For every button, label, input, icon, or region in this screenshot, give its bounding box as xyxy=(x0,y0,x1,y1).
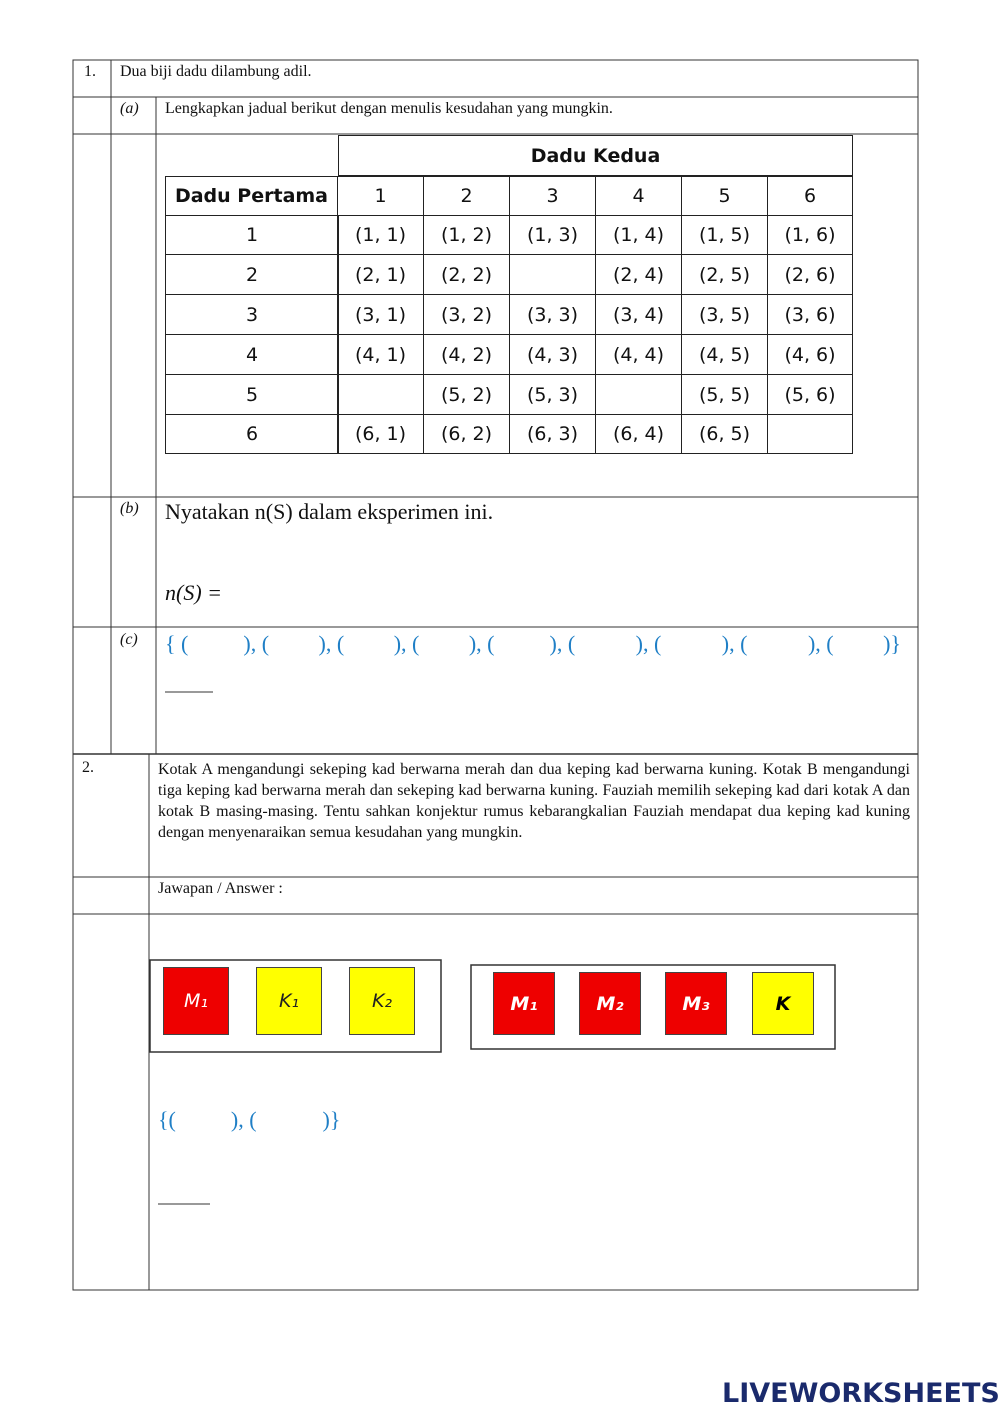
outcome-cell: (1, 6) xyxy=(767,215,853,255)
table-header: Dadu Kedua xyxy=(338,135,853,176)
row-label: 4 xyxy=(165,334,339,375)
outcome-cell: (2, 4) xyxy=(595,254,682,295)
outcome-cell: (3, 1) xyxy=(337,294,424,335)
card: M₁ xyxy=(163,967,229,1035)
q2-template: {( ), ( )} xyxy=(158,1107,341,1132)
outcome-cell: (5, 2) xyxy=(423,374,510,415)
outcome-cell xyxy=(337,374,424,415)
outcome-cell: (6, 1) xyxy=(337,414,424,454)
outcome-cell: (6, 2) xyxy=(423,414,510,454)
card: K₂ xyxy=(349,967,415,1035)
part-c-label: (c) xyxy=(120,631,138,648)
row-label: 6 xyxy=(165,414,339,454)
card: K xyxy=(752,972,814,1035)
outcome-cell xyxy=(509,254,596,295)
outcome-cell xyxy=(595,374,682,415)
card: M₃ xyxy=(665,972,727,1035)
outcome-cell: (5, 6) xyxy=(767,374,853,415)
outcome-cell: (5, 3) xyxy=(509,374,596,415)
outcome-cell: (4, 6) xyxy=(767,334,853,375)
outcome-cell: (5, 5) xyxy=(681,374,768,415)
column-header: 6 xyxy=(767,176,853,216)
outcome-cell: (6, 3) xyxy=(509,414,596,454)
row-header: Dadu Pertama xyxy=(165,176,338,216)
part-a-label: (a) xyxy=(120,100,139,117)
part-c-template: { ( ), ( ), ( ), ( ), ( ), ( ), ( ), ( )… xyxy=(165,631,901,656)
row-label: 2 xyxy=(165,254,339,295)
row-label: 3 xyxy=(165,294,339,335)
outcome-cell: (4, 3) xyxy=(509,334,596,375)
outcome-cell: (2, 1) xyxy=(337,254,424,295)
outcome-cell: (6, 4) xyxy=(595,414,682,454)
outcome-cell: (1, 4) xyxy=(595,215,682,255)
column-header: 3 xyxy=(509,176,596,216)
outcome-cell: (3, 4) xyxy=(595,294,682,335)
card: K₁ xyxy=(256,967,322,1035)
part-b-label: (b) xyxy=(120,500,139,517)
column-header: 4 xyxy=(595,176,682,216)
row-label: 5 xyxy=(165,374,339,415)
outcome-cell: (4, 4) xyxy=(595,334,682,375)
outcome-cell: (2, 6) xyxy=(767,254,853,295)
card: M₁ xyxy=(493,972,555,1035)
column-header: 1 xyxy=(337,176,424,216)
outcome-cell xyxy=(767,414,853,454)
row-label: 1 xyxy=(165,215,339,255)
column-header: 5 xyxy=(681,176,768,216)
outcome-cell: (3, 5) xyxy=(681,294,768,335)
outcome-cell: (3, 2) xyxy=(423,294,510,335)
q1-text: Dua biji dadu dilambung adil. xyxy=(120,63,312,80)
outcome-cell: (4, 1) xyxy=(337,334,424,375)
part-a-text: Lengkapkan jadual berikut dengan menulis… xyxy=(165,100,613,117)
column-header: 2 xyxy=(423,176,510,216)
answer-label: Jawapan / Answer : xyxy=(158,880,283,897)
outcome-cell: (1, 5) xyxy=(681,215,768,255)
outcome-cell: (3, 6) xyxy=(767,294,853,335)
outcome-cell: (1, 2) xyxy=(423,215,510,255)
card: M₂ xyxy=(579,972,641,1035)
outcome-cell: (4, 2) xyxy=(423,334,510,375)
outcome-cell: (1, 3) xyxy=(509,215,596,255)
q1-number: 1. xyxy=(84,63,96,80)
outcome-cell: (1, 1) xyxy=(337,215,424,255)
outcome-cell: (2, 2) xyxy=(423,254,510,295)
outcome-cell: (2, 5) xyxy=(681,254,768,295)
brand: LIVEWORKSHEETS xyxy=(722,1378,1000,1409)
outcome-cell: (3, 3) xyxy=(509,294,596,335)
outcome-cell: (4, 5) xyxy=(681,334,768,375)
q2-text: Kotak A mengandungi sekeping kad berwarn… xyxy=(158,761,910,841)
part-b-prompt: n(S) = xyxy=(165,580,222,605)
outcome-cell: (6, 5) xyxy=(681,414,768,454)
q2-number: 2. xyxy=(82,759,94,776)
part-b-text: Nyatakan n(S) dalam eksperimen ini. xyxy=(165,499,494,524)
